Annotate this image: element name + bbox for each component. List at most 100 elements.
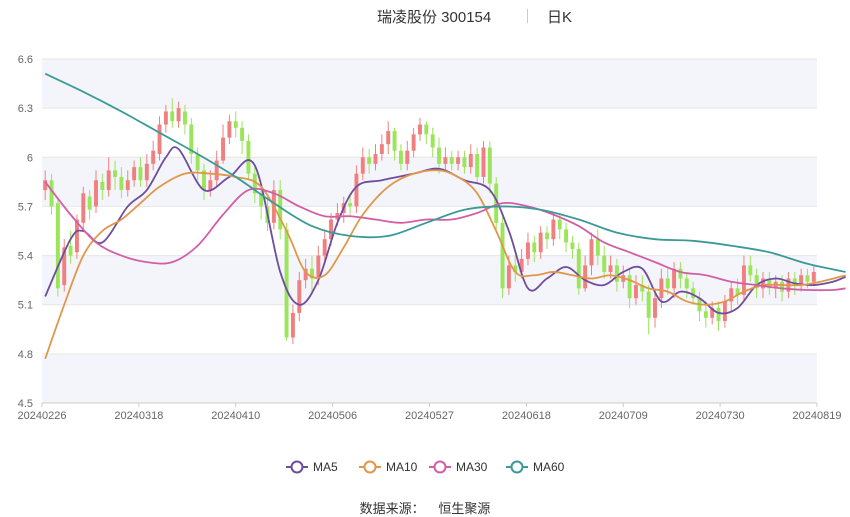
candle-body (481, 147, 486, 177)
candle-body (290, 312, 295, 338)
candle-body (443, 157, 448, 164)
candle-body (367, 157, 372, 164)
candle-body (456, 157, 461, 164)
candle-body (475, 154, 480, 177)
candle-body (684, 278, 689, 289)
candle-body (722, 301, 727, 322)
candle-body (665, 278, 670, 289)
candle-body (62, 247, 67, 286)
candle-body (564, 229, 569, 243)
candle-body (81, 193, 86, 223)
candle-body (214, 160, 219, 181)
candle-body (310, 268, 314, 279)
candle-body (278, 190, 283, 230)
candle-body (322, 239, 327, 256)
candle-body (538, 232, 543, 253)
candle-body (602, 255, 607, 272)
candle-body (259, 193, 264, 207)
candle-body (487, 147, 492, 184)
candle-body (583, 265, 588, 289)
candle-body (43, 180, 48, 191)
x-tick-label: 20240819 (793, 410, 842, 422)
candle-body (437, 147, 441, 164)
candle-body (176, 108, 181, 122)
candle-body (94, 180, 98, 207)
candle-body (68, 245, 73, 256)
x-tick-label: 20240410 (211, 410, 260, 422)
y-tick-label: 5.1 (18, 300, 33, 312)
y-tick-label: 4.8 (18, 349, 33, 361)
candle-body (221, 137, 226, 161)
candle-body (741, 265, 746, 295)
candle-body (303, 268, 308, 281)
candle-body (240, 127, 245, 141)
candle-body (513, 265, 518, 272)
candle-body (545, 232, 549, 240)
candle-body (729, 288, 734, 302)
candle-body (189, 124, 194, 155)
candle-body (672, 268, 677, 289)
candle-body (354, 173, 359, 207)
y-tick-label: 4.5 (18, 398, 33, 410)
legend-ma30-label: MA30 (456, 460, 488, 474)
candle-body (551, 219, 556, 240)
x-tick-label: 20240618 (502, 410, 551, 422)
candle-body (132, 167, 137, 181)
candle-body (614, 265, 619, 282)
candle-body (297, 280, 302, 313)
candle-body (74, 219, 79, 253)
candle-body (106, 170, 111, 191)
candle-body (316, 255, 321, 279)
candle-body (373, 154, 378, 164)
candle-body (792, 278, 797, 286)
candle-body (55, 203, 60, 289)
candle-body (703, 311, 708, 318)
candle-body (627, 275, 632, 299)
candle-body (151, 150, 156, 164)
data-source-label: 数据来源： (359, 501, 425, 516)
candle-body (799, 275, 804, 286)
y-tick-label: 6.6 (18, 54, 33, 66)
candle-body (163, 111, 168, 125)
candle-body (252, 173, 257, 194)
candle-body (157, 124, 162, 155)
candle-body (653, 298, 657, 318)
ma30-line (44, 181, 846, 292)
candle-body (233, 121, 238, 128)
candle-body (87, 196, 92, 210)
candle-body (735, 288, 740, 295)
chart-title: 瑞凌股份 300154 (377, 9, 492, 26)
candle-body (182, 111, 187, 125)
grid-band (42, 157, 817, 207)
candle-body (710, 307, 715, 318)
candle-body (532, 242, 537, 253)
data-source-value: 恒生聚源 (438, 501, 491, 516)
x-tick-label: 20240730 (696, 410, 745, 422)
y-tick-label: 5.7 (18, 201, 33, 213)
candle-body (608, 265, 613, 272)
candle-body (519, 258, 524, 272)
ma5-line (44, 146, 846, 315)
candle-body (170, 111, 175, 122)
ma10-line (44, 169, 846, 360)
candle-body (506, 265, 511, 289)
x-tick-label: 20240709 (599, 410, 648, 422)
candle-body (405, 150, 410, 164)
candle-body (811, 271, 816, 282)
data-source: 数据来源： 恒生聚源 (0, 498, 850, 517)
candle-body (589, 239, 594, 266)
candle-body (767, 278, 772, 289)
candle-body (138, 167, 143, 181)
candle-body (430, 134, 435, 148)
candle-body (525, 242, 530, 259)
grid-band (42, 353, 817, 403)
candle-body (208, 180, 213, 191)
candle-body (386, 131, 391, 145)
candle-body (49, 180, 54, 207)
x-tick-label: 20240318 (114, 410, 163, 422)
candle-body (576, 249, 581, 289)
y-tick-label: 5.4 (18, 251, 33, 263)
candle-body (424, 124, 429, 135)
chart-period: 日K (547, 9, 573, 26)
